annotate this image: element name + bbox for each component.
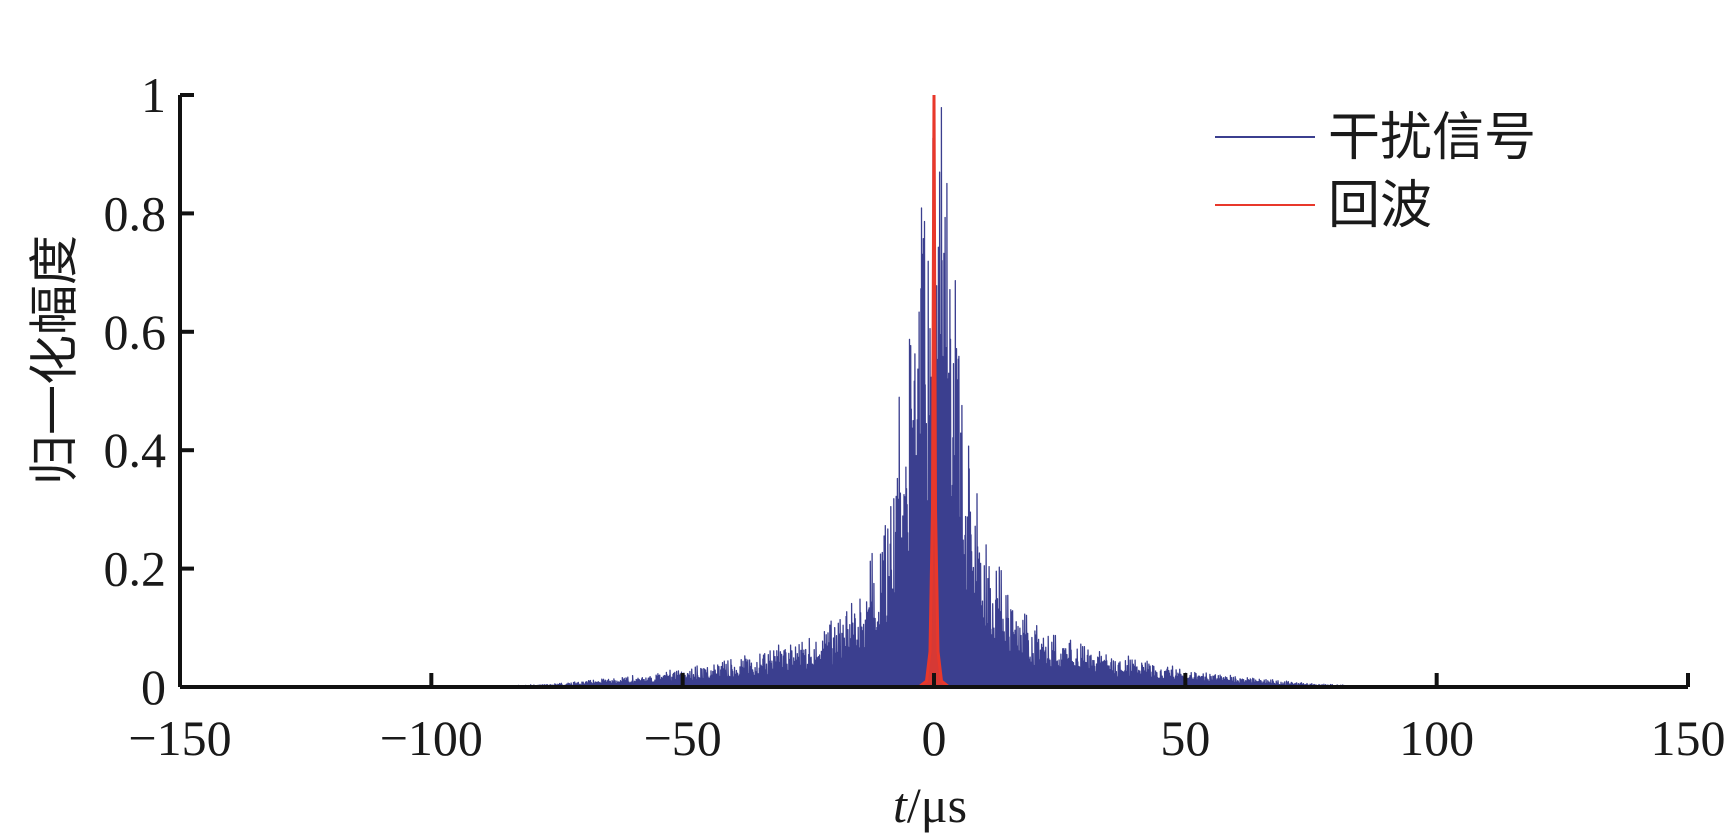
axes (178, 93, 1690, 689)
y-tick-label: 0.6 (104, 304, 167, 360)
x-tick-label: −150 (128, 710, 231, 766)
x-tick-label: 100 (1399, 710, 1474, 766)
legend-label-interference: 干扰信号 (1328, 108, 1536, 168)
x-axis-title-unit: /μs (907, 777, 967, 833)
y-tick-label: 0.8 (104, 185, 167, 241)
x-tick-label: 0 (922, 710, 947, 766)
x-axis-title-var: t (893, 777, 908, 833)
x-axis-title: t/μs (893, 777, 967, 833)
x-tick-label: −50 (644, 710, 722, 766)
x-tick-label: −100 (380, 710, 483, 766)
tick-labels: −150 −100 −50 0 50 100 150 0 0.2 0.4 0.6 0.8 1 (104, 67, 1726, 766)
series-echo (917, 94, 951, 689)
y-axis-title: 归一化幅度 (26, 235, 84, 485)
y-tick-label: 0 (141, 659, 166, 715)
x-tick-label: 50 (1160, 710, 1210, 766)
echo-pulse-line (917, 94, 951, 689)
x-tick-label: 150 (1651, 710, 1726, 766)
legend: 干扰信号 回波 (1215, 108, 1536, 236)
y-tick-label: 0.2 (104, 541, 167, 597)
legend-label-echo: 回波 (1328, 176, 1432, 236)
y-tick-label: 0.4 (104, 422, 167, 478)
y-tick-label: 1 (141, 67, 166, 123)
